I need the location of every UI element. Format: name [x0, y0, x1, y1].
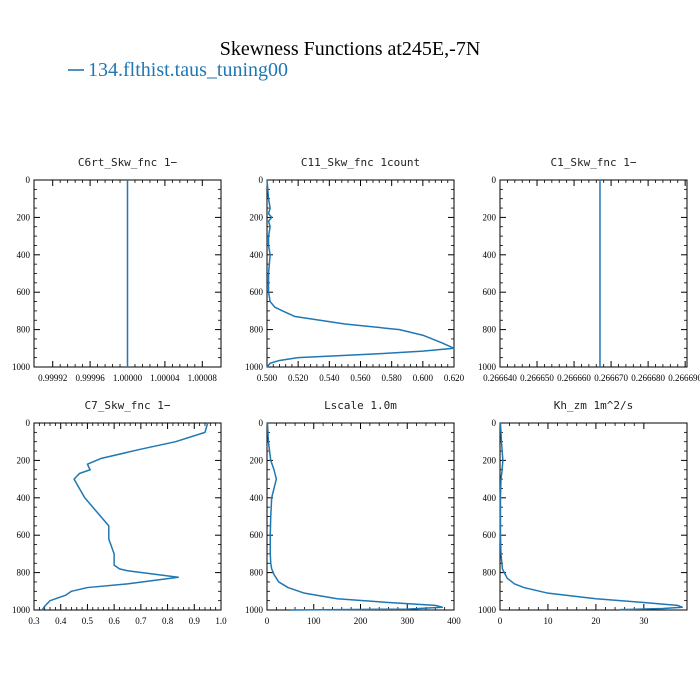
x-tick-label: 1.00004	[150, 373, 180, 383]
x-tick-label: 0.4	[55, 616, 67, 626]
x-tick-label: 0.266650	[520, 373, 554, 383]
x-tick-label: 0.3	[28, 616, 40, 626]
series-line	[266, 422, 444, 611]
y-tick-label: 800	[483, 325, 497, 335]
series-line	[499, 422, 683, 611]
y-tick-label: 0	[259, 175, 264, 185]
y-tick-label: 0	[259, 418, 264, 428]
x-tick-label: 1.00008	[188, 373, 218, 383]
y-tick-label: 200	[250, 455, 264, 465]
y-tick-label: 1000	[478, 362, 497, 372]
x-tick-label: 0.7	[135, 616, 147, 626]
x-tick-label: 1.0	[215, 616, 227, 626]
y-tick-label: 600	[483, 287, 497, 297]
x-tick-label: 200	[354, 616, 368, 626]
panel-title: Kh_zm 1m^2/s	[554, 399, 633, 412]
x-tick-label: 0.540	[319, 373, 340, 383]
y-tick-label: 1000	[245, 605, 264, 615]
x-tick-label: 0.99992	[38, 373, 67, 383]
y-tick-label: 400	[17, 493, 31, 503]
panel-title: C6rt_Skw_fnc 1−	[78, 156, 178, 169]
x-tick-label: 0.560	[350, 373, 371, 383]
y-tick-label: 0	[492, 418, 497, 428]
y-tick-label: 600	[17, 287, 31, 297]
x-tick-label: 400	[447, 616, 461, 626]
figure-legend: 134.flthist.taus_tuning00	[68, 59, 288, 81]
panel-title: C1_Skw_fnc 1−	[550, 156, 636, 169]
y-tick-label: 0	[492, 175, 497, 185]
plot-frame	[499, 179, 688, 368]
x-tick-label: 100	[307, 616, 321, 626]
x-tick-label: 0.99996	[75, 373, 105, 383]
y-tick-label: 800	[17, 568, 31, 578]
series-line	[41, 422, 209, 611]
y-tick-label: 0	[26, 418, 31, 428]
plot-frame	[266, 179, 455, 368]
y-tick-label: 400	[250, 493, 264, 503]
plot-frame	[499, 422, 688, 611]
x-tick-label: 0.266640	[483, 373, 517, 383]
y-tick-label: 200	[17, 212, 31, 222]
y-tick-label: 400	[17, 250, 31, 260]
plot-frame	[266, 422, 455, 611]
x-tick-label: 0.500	[257, 373, 278, 383]
y-tick-label: 400	[483, 250, 497, 260]
y-tick-label: 400	[483, 493, 497, 503]
panel-1: C6rt_Skw_fnc 1− 0 200 400 600 800 1000 0.99992 0…	[12, 156, 222, 383]
y-tick-label: 600	[250, 530, 264, 540]
y-tick-label: 600	[17, 530, 31, 540]
x-tick-label: 10	[543, 616, 553, 626]
x-tick-label: 0.620	[444, 373, 465, 383]
x-tick-label: 0.266690	[668, 373, 700, 383]
y-tick-label: 800	[250, 568, 264, 578]
x-tick-label: 0.266680	[631, 373, 665, 383]
x-tick-label: 0.9	[189, 616, 201, 626]
plot-frame	[33, 422, 222, 611]
panel-title: Lscale 1.0m	[324, 399, 397, 412]
y-tick-label: 1000	[245, 362, 264, 372]
y-tick-label: 200	[17, 455, 31, 465]
x-tick-label: 0.6	[109, 616, 121, 626]
y-tick-label: 0	[26, 175, 31, 185]
y-tick-label: 600	[250, 287, 264, 297]
x-tick-label: 0.600	[413, 373, 434, 383]
y-tick-label: 800	[250, 325, 264, 335]
x-tick-label: 1.00000	[113, 373, 143, 383]
y-tick-label: 200	[483, 455, 497, 465]
x-tick-label: 0.520	[288, 373, 309, 383]
y-tick-label: 400	[250, 250, 264, 260]
y-tick-label: 200	[483, 212, 497, 222]
y-tick-label: 1000	[12, 605, 31, 615]
x-tick-label: 0.580	[382, 373, 403, 383]
x-tick-label: 0.8	[162, 616, 174, 626]
y-tick-label: 600	[483, 530, 497, 540]
x-tick-label: 0.5	[82, 616, 94, 626]
x-tick-label: 0.266660	[557, 373, 591, 383]
y-tick-label: 200	[250, 212, 264, 222]
x-tick-label: 0	[498, 616, 503, 626]
panel-2: C11_Skw_fnc 1count 0 200 400 600 800 10000.500…	[245, 156, 465, 383]
panel-title: C11_Skw_fnc 1count	[301, 156, 420, 169]
y-tick-label: 800	[17, 325, 31, 335]
x-tick-label: 0	[265, 616, 270, 626]
y-tick-label: 800	[483, 568, 497, 578]
x-tick-label: 0.266670	[594, 373, 628, 383]
x-tick-label: 20	[591, 616, 601, 626]
x-tick-label: 300	[401, 616, 415, 626]
x-tick-label: 30	[639, 616, 649, 626]
series-line	[266, 179, 455, 368]
panel-title: C7_Skw_fnc 1−	[84, 399, 170, 412]
y-tick-label: 1000	[478, 605, 497, 615]
y-tick-label: 1000	[12, 362, 31, 372]
legend-label: 134.flthist.taus_tuning00	[88, 59, 288, 81]
figure-title: Skewness Functions at245E,-7N	[220, 38, 481, 60]
